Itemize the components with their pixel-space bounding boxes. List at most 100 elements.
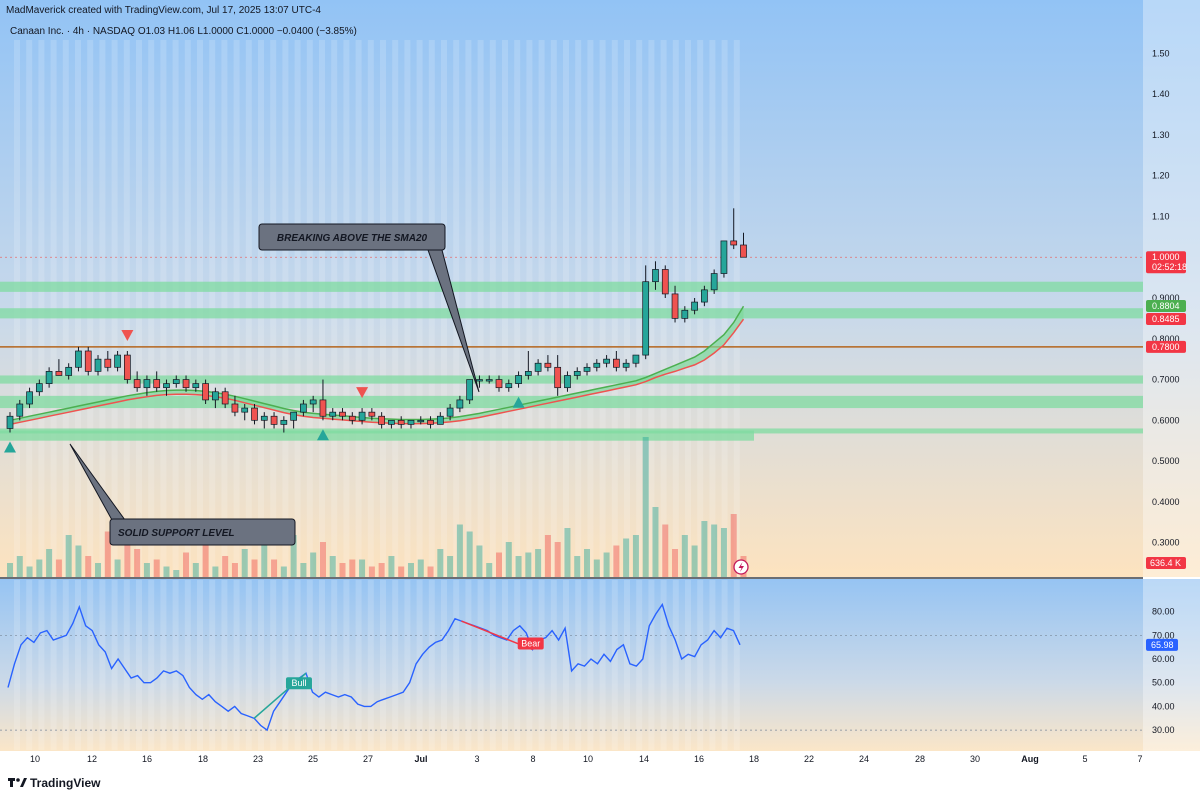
candle-body (388, 419, 395, 425)
time-axis[interactable]: 10 12 16 18 23 25 27 Jul 3 8 10 14 16 18 22 24 28 30 Aug 5 7 (30, 754, 1143, 764)
rsi-session-stripe (416, 580, 423, 750)
volume-bar (711, 524, 718, 577)
volume-bar (564, 528, 571, 577)
rsi-session-stripes (14, 580, 740, 750)
divergence-label-box (285, 677, 312, 690)
rsi-session-stripe (343, 580, 350, 750)
volume-bar (642, 437, 649, 577)
rsi-session-stripe (75, 580, 81, 750)
candle-body (231, 403, 239, 413)
volume-bar (192, 563, 199, 577)
volume-bar (672, 549, 679, 577)
volume-bar (290, 535, 297, 577)
candle-body (397, 419, 405, 425)
rsi-session-stripe (38, 580, 45, 750)
candle-body (114, 354, 121, 368)
candle-body (55, 371, 63, 376)
candle-body (436, 415, 444, 425)
candle-body (358, 411, 366, 421)
time-tick-label: 22 (804, 754, 814, 764)
sma-red-line (9, 318, 745, 426)
rsi-session-stripe (648, 580, 655, 750)
annotation-support-box (109, 518, 296, 546)
volume-bar (496, 552, 502, 577)
candle-body (505, 383, 513, 389)
annotation-breaking-text: BREAKING ABOVE THE SMA20 (277, 233, 428, 244)
candle-body (35, 383, 43, 393)
candle-body (427, 419, 434, 425)
time-tick-label: 25 (308, 754, 318, 764)
rsi-line (0, 602, 1143, 732)
rsi-session-stripe (672, 580, 679, 750)
price-label-text: 0.8485 (1152, 314, 1180, 324)
rsi-session-stripe (611, 580, 618, 750)
sma-lines (9, 305, 745, 426)
price-axis[interactable]: 1.50 1.40 1.30 1.20 1.10 0.9000 0.8000 0.7000 0.… (1152, 48, 1180, 547)
volume-bar (437, 549, 444, 577)
volume-bar (183, 552, 190, 577)
volume-bar (486, 563, 493, 577)
lightning-icon[interactable] (733, 559, 749, 575)
time-tick-label: 27 (363, 754, 373, 764)
rsi-axis[interactable]: 80.00 70.00 60.00 50.00 40.00 30.00 65.98 (1146, 607, 1178, 736)
candle-body (573, 371, 581, 376)
candle-body (368, 411, 376, 417)
annotation-support[interactable]: SOLID SUPPORT LEVEL (69, 443, 296, 546)
price-label-text: 0.7800 (1152, 342, 1180, 352)
volume-bar (241, 549, 248, 577)
price-tick-label: 1.50 (1152, 48, 1170, 58)
rsi-session-stripe (526, 580, 533, 750)
rsi-session-stripe (172, 580, 179, 750)
time-tick-label: 3 (474, 754, 479, 764)
rsi-tick-label: 40.00 (1152, 701, 1175, 711)
candle-body (45, 371, 53, 384)
rsi-session-stripe (148, 580, 155, 750)
rsi-session-stripe (721, 580, 728, 750)
candle-body (75, 350, 82, 368)
axis-strip-background (1143, 0, 1200, 751)
volume-bar (691, 545, 698, 577)
candles (6, 208, 747, 433)
rsi-session-stripe (624, 580, 630, 750)
sma-green-line (9, 305, 745, 422)
candle-body (613, 358, 620, 368)
candle-body (632, 354, 640, 364)
price-tick-label: 0.7000 (1152, 375, 1180, 385)
volume-bar (398, 566, 405, 577)
volume-bar (368, 566, 375, 577)
annotation-breaking[interactable]: BREAKING ABOVE THE SMA20 (258, 223, 480, 393)
rsi-session-stripe (184, 580, 191, 750)
rsi-session-stripe (294, 580, 301, 750)
rsi-session-stripe (245, 580, 252, 750)
rsi-tick-label: 30.00 (1152, 725, 1175, 735)
rsi-session-stripe (599, 580, 606, 750)
time-tick-label: Jul (414, 754, 427, 764)
bull-triangle-icon (316, 429, 329, 441)
volume-bar (280, 566, 287, 577)
candle-body (280, 419, 288, 425)
rsi-session-stripe (685, 580, 691, 750)
price-tick-label: 0.6000 (1152, 415, 1180, 425)
rsi-session-stripe (62, 580, 69, 750)
time-tick-label: 23 (253, 754, 263, 764)
rsi-session-stripe (404, 580, 411, 750)
volume-bar (603, 552, 610, 577)
volume-bar (662, 524, 669, 577)
volume-bar (251, 559, 258, 577)
resistance-line (0, 256, 1143, 348)
candle-body (6, 415, 14, 429)
volume-bar (476, 545, 483, 577)
price-label-box (1146, 340, 1186, 353)
candle-body (593, 362, 601, 368)
time-tick-label: 12 (87, 754, 97, 764)
price-tick-label: 0.4000 (1152, 497, 1180, 507)
candle-body (466, 379, 474, 401)
price-label-box (1146, 299, 1186, 312)
volume-bar (300, 563, 307, 577)
volume-bar (319, 542, 326, 577)
volume-bar (574, 556, 581, 577)
rsi-session-stripe (136, 580, 142, 750)
volume-bar (153, 559, 160, 577)
volume-bar (114, 559, 121, 577)
